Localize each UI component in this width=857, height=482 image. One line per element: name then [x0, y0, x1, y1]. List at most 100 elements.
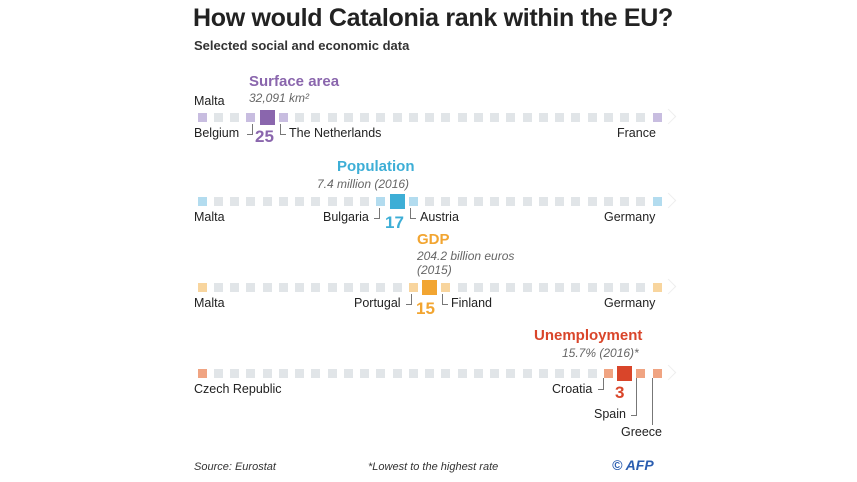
rank-square — [457, 112, 467, 122]
rank-square — [262, 196, 272, 206]
rank-square — [376, 112, 386, 122]
rank-square — [230, 282, 239, 292]
gdp-value-line2: (2015) — [417, 263, 452, 277]
surface-before-label: Belgium — [194, 126, 240, 140]
rank-square — [246, 368, 256, 378]
gdp-title: GDP — [417, 231, 450, 248]
rank-square — [506, 196, 516, 206]
rank-square — [555, 112, 564, 122]
gdp-right-label: Germany — [604, 296, 656, 310]
rank-square — [327, 368, 337, 378]
rank-square — [555, 196, 564, 206]
footnote: *Lowest to the highest rate — [368, 461, 499, 473]
chevron-right-icon — [660, 364, 677, 381]
unemployment-title: Unemployment — [534, 327, 643, 344]
rank-square — [587, 112, 597, 122]
population-rank: 17 — [385, 213, 404, 232]
rank-square — [522, 112, 532, 122]
rank-square — [522, 196, 532, 206]
surface-after-label: The Netherlands — [289, 126, 382, 140]
gdp-value-line1: 204.2 billion euros — [417, 249, 515, 263]
rank-square — [636, 112, 646, 122]
rank-square — [425, 196, 434, 206]
rank-square — [652, 282, 662, 292]
rank-square — [392, 368, 402, 378]
rank-square — [408, 112, 418, 122]
rank-square — [457, 196, 467, 206]
rank-square — [197, 112, 207, 122]
chevron-right-icon — [660, 278, 677, 295]
rank-square — [213, 196, 223, 206]
rank-square — [360, 368, 369, 378]
rank-square — [408, 368, 418, 378]
rank-square — [262, 282, 272, 292]
catalonia-marker — [617, 365, 632, 381]
rank-square — [327, 282, 337, 292]
rank-square — [603, 112, 613, 122]
rank-square — [441, 196, 451, 206]
rank-square — [620, 282, 629, 292]
afp-logo: © AFP — [612, 457, 654, 473]
catalonia-marker — [259, 109, 275, 125]
rank-square — [311, 196, 321, 206]
rank-square — [652, 196, 662, 206]
unemployment-before-label: Croatia — [552, 382, 593, 396]
rank-square — [408, 196, 418, 206]
rank-square — [295, 196, 304, 206]
rank-square — [392, 112, 402, 122]
rank-square — [343, 112, 353, 122]
rank-square — [587, 282, 597, 292]
rank-square — [360, 112, 369, 122]
rank-square — [652, 112, 662, 122]
rank-square — [522, 368, 532, 378]
surface-title: Surface area — [249, 73, 340, 90]
rank-square — [343, 196, 353, 206]
rank-square — [278, 368, 288, 378]
population-title: Population — [337, 158, 415, 175]
rank-square — [603, 196, 613, 206]
rank-square — [620, 112, 629, 122]
rank-square — [538, 282, 548, 292]
rank-square — [246, 196, 256, 206]
gdp-after-label: Finland — [451, 296, 492, 310]
page-title: How would Catalonia rank within the EU? — [193, 4, 673, 32]
rank-square — [473, 196, 483, 206]
rank-square — [360, 282, 369, 292]
population-before-label: Bulgaria — [323, 210, 369, 224]
rank-square — [636, 282, 646, 292]
rank-square — [506, 368, 516, 378]
rank-square — [230, 196, 239, 206]
rank-square — [213, 112, 223, 122]
rank-square — [197, 282, 207, 292]
rank-square — [603, 368, 613, 378]
rank-square — [473, 112, 483, 122]
rank-square — [425, 368, 434, 378]
surface-rank: 25 — [255, 127, 274, 146]
rank-square — [441, 368, 451, 378]
rank-square — [425, 112, 434, 122]
rank-square — [295, 112, 304, 122]
rank-square — [636, 368, 646, 378]
rank-square — [343, 282, 353, 292]
gdp-rank: 15 — [416, 299, 435, 318]
rank-square — [213, 282, 223, 292]
rank-square — [571, 196, 581, 206]
rank-square — [636, 196, 646, 206]
population-left-label: Malta — [194, 210, 225, 224]
rank-square — [246, 112, 256, 122]
rank-square — [522, 282, 532, 292]
rank-square — [571, 112, 581, 122]
rank-square — [213, 368, 223, 378]
rank-square — [230, 368, 239, 378]
rank-square — [490, 282, 499, 292]
unemployment-rank: 3 — [615, 383, 625, 402]
rank-square — [473, 368, 483, 378]
rank-square — [262, 368, 272, 378]
rank-square — [506, 112, 516, 122]
rank-square — [327, 112, 337, 122]
population-right-label: Germany — [604, 210, 656, 224]
rank-square — [278, 196, 288, 206]
rank-square — [376, 196, 386, 206]
rank-square — [473, 282, 483, 292]
rank-square — [327, 196, 337, 206]
